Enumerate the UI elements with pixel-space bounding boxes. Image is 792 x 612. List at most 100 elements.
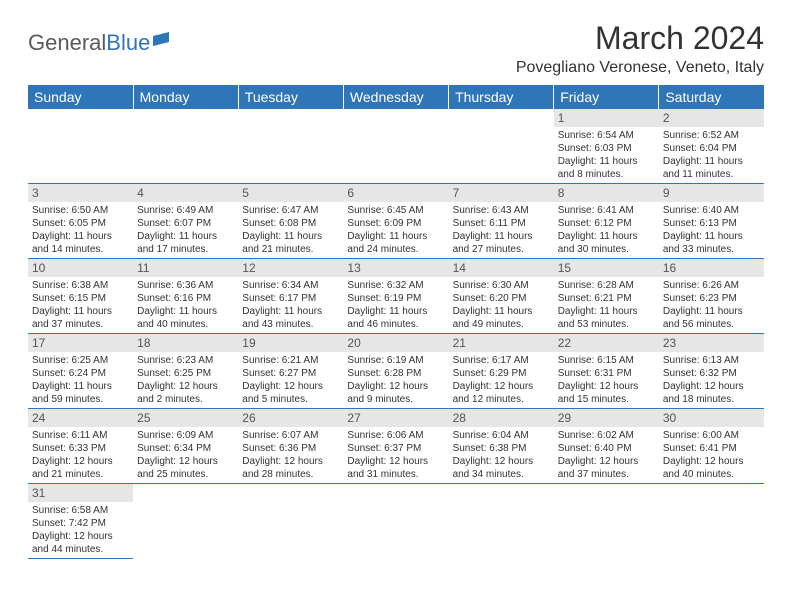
calendar-cell: 1Sunrise: 6:54 AMSunset: 6:03 PMDaylight… <box>554 109 659 184</box>
calendar-week-row: 17Sunrise: 6:25 AMSunset: 6:24 PMDayligh… <box>28 334 764 409</box>
weekday-header: Saturday <box>659 85 764 109</box>
day-content: Sunrise: 6:11 AMSunset: 6:33 PMDaylight:… <box>28 427 133 483</box>
day-content: Sunrise: 6:13 AMSunset: 6:32 PMDaylight:… <box>659 352 764 408</box>
day-number: 26 <box>238 409 343 427</box>
day-content: Sunrise: 6:19 AMSunset: 6:28 PMDaylight:… <box>343 352 448 408</box>
calendar-body: 1Sunrise: 6:54 AMSunset: 6:03 PMDaylight… <box>28 109 764 559</box>
calendar-cell: 29Sunrise: 6:02 AMSunset: 6:40 PMDayligh… <box>554 409 659 484</box>
calendar-cell: 21Sunrise: 6:17 AMSunset: 6:29 PMDayligh… <box>449 334 554 409</box>
day-content: Sunrise: 6:41 AMSunset: 6:12 PMDaylight:… <box>554 202 659 258</box>
calendar-cell: 12Sunrise: 6:34 AMSunset: 6:17 PMDayligh… <box>238 259 343 334</box>
day-content: Sunrise: 6:23 AMSunset: 6:25 PMDaylight:… <box>133 352 238 408</box>
calendar-cell: 25Sunrise: 6:09 AMSunset: 6:34 PMDayligh… <box>133 409 238 484</box>
calendar-cell: 13Sunrise: 6:32 AMSunset: 6:19 PMDayligh… <box>343 259 448 334</box>
header: GeneralBlue March 2024 Povegliano Verone… <box>28 20 764 77</box>
logo-text-blue: Blue <box>106 30 150 56</box>
day-content: Sunrise: 6:34 AMSunset: 6:17 PMDaylight:… <box>238 277 343 333</box>
day-content: Sunrise: 6:28 AMSunset: 6:21 PMDaylight:… <box>554 277 659 333</box>
day-number: 30 <box>659 409 764 427</box>
day-content: Sunrise: 6:49 AMSunset: 6:07 PMDaylight:… <box>133 202 238 258</box>
day-content: Sunrise: 6:36 AMSunset: 6:16 PMDaylight:… <box>133 277 238 333</box>
day-number: 17 <box>28 334 133 352</box>
day-number: 31 <box>28 484 133 502</box>
day-number: 10 <box>28 259 133 277</box>
calendar-week-row: 10Sunrise: 6:38 AMSunset: 6:15 PMDayligh… <box>28 259 764 334</box>
day-number: 5 <box>238 184 343 202</box>
calendar-cell: 16Sunrise: 6:26 AMSunset: 6:23 PMDayligh… <box>659 259 764 334</box>
day-content: Sunrise: 6:26 AMSunset: 6:23 PMDaylight:… <box>659 277 764 333</box>
calendar-cell <box>554 484 659 559</box>
logo-text-general: General <box>28 30 106 56</box>
calendar-cell: 27Sunrise: 6:06 AMSunset: 6:37 PMDayligh… <box>343 409 448 484</box>
calendar-cell <box>133 484 238 559</box>
day-content: Sunrise: 6:09 AMSunset: 6:34 PMDaylight:… <box>133 427 238 483</box>
calendar-cell: 3Sunrise: 6:50 AMSunset: 6:05 PMDaylight… <box>28 184 133 259</box>
day-content: Sunrise: 6:40 AMSunset: 6:13 PMDaylight:… <box>659 202 764 258</box>
calendar-cell: 30Sunrise: 6:00 AMSunset: 6:41 PMDayligh… <box>659 409 764 484</box>
calendar-cell <box>133 109 238 184</box>
day-content: Sunrise: 6:00 AMSunset: 6:41 PMDaylight:… <box>659 427 764 483</box>
day-number: 6 <box>343 184 448 202</box>
day-content: Sunrise: 6:30 AMSunset: 6:20 PMDaylight:… <box>449 277 554 333</box>
calendar-cell: 15Sunrise: 6:28 AMSunset: 6:21 PMDayligh… <box>554 259 659 334</box>
logo: GeneralBlue <box>28 20 179 56</box>
calendar-table: SundayMondayTuesdayWednesdayThursdayFrid… <box>28 85 764 559</box>
calendar-cell: 14Sunrise: 6:30 AMSunset: 6:20 PMDayligh… <box>449 259 554 334</box>
calendar-cell <box>343 109 448 184</box>
location: Povegliano Veronese, Veneto, Italy <box>516 59 764 77</box>
calendar-cell: 28Sunrise: 6:04 AMSunset: 6:38 PMDayligh… <box>449 409 554 484</box>
day-content: Sunrise: 6:52 AMSunset: 6:04 PMDaylight:… <box>659 127 764 183</box>
day-content: Sunrise: 6:47 AMSunset: 6:08 PMDaylight:… <box>238 202 343 258</box>
calendar-cell: 9Sunrise: 6:40 AMSunset: 6:13 PMDaylight… <box>659 184 764 259</box>
calendar-cell: 5Sunrise: 6:47 AMSunset: 6:08 PMDaylight… <box>238 184 343 259</box>
day-content: Sunrise: 6:50 AMSunset: 6:05 PMDaylight:… <box>28 202 133 258</box>
day-number: 20 <box>343 334 448 352</box>
calendar-cell: 6Sunrise: 6:45 AMSunset: 6:09 PMDaylight… <box>343 184 448 259</box>
weekday-header: Monday <box>133 85 238 109</box>
day-number: 28 <box>449 409 554 427</box>
day-content: Sunrise: 6:02 AMSunset: 6:40 PMDaylight:… <box>554 427 659 483</box>
day-content: Sunrise: 6:25 AMSunset: 6:24 PMDaylight:… <box>28 352 133 408</box>
calendar-cell <box>238 484 343 559</box>
calendar-header-row: SundayMondayTuesdayWednesdayThursdayFrid… <box>28 85 764 109</box>
day-number: 29 <box>554 409 659 427</box>
calendar-week-row: 31Sunrise: 6:58 AMSunset: 7:42 PMDayligh… <box>28 484 764 559</box>
day-content: Sunrise: 6:32 AMSunset: 6:19 PMDaylight:… <box>343 277 448 333</box>
calendar-cell: 24Sunrise: 6:11 AMSunset: 6:33 PMDayligh… <box>28 409 133 484</box>
day-number: 12 <box>238 259 343 277</box>
calendar-cell: 8Sunrise: 6:41 AMSunset: 6:12 PMDaylight… <box>554 184 659 259</box>
day-number: 3 <box>28 184 133 202</box>
calendar-cell: 31Sunrise: 6:58 AMSunset: 7:42 PMDayligh… <box>28 484 133 559</box>
calendar-cell: 7Sunrise: 6:43 AMSunset: 6:11 PMDaylight… <box>449 184 554 259</box>
calendar-cell: 4Sunrise: 6:49 AMSunset: 6:07 PMDaylight… <box>133 184 238 259</box>
day-number: 7 <box>449 184 554 202</box>
day-number: 18 <box>133 334 238 352</box>
day-number: 15 <box>554 259 659 277</box>
weekday-header: Sunday <box>28 85 133 109</box>
day-number: 22 <box>554 334 659 352</box>
calendar-week-row: 1Sunrise: 6:54 AMSunset: 6:03 PMDaylight… <box>28 109 764 184</box>
day-number: 2 <box>659 109 764 127</box>
day-content: Sunrise: 6:04 AMSunset: 6:38 PMDaylight:… <box>449 427 554 483</box>
day-number: 8 <box>554 184 659 202</box>
day-number: 23 <box>659 334 764 352</box>
weekday-header: Friday <box>554 85 659 109</box>
day-content: Sunrise: 6:43 AMSunset: 6:11 PMDaylight:… <box>449 202 554 258</box>
calendar-cell: 2Sunrise: 6:52 AMSunset: 6:04 PMDaylight… <box>659 109 764 184</box>
day-content: Sunrise: 6:06 AMSunset: 6:37 PMDaylight:… <box>343 427 448 483</box>
calendar-cell <box>238 109 343 184</box>
day-number: 13 <box>343 259 448 277</box>
month-title: March 2024 <box>516 20 764 57</box>
calendar-cell: 26Sunrise: 6:07 AMSunset: 6:36 PMDayligh… <box>238 409 343 484</box>
calendar-cell <box>28 109 133 184</box>
weekday-header: Thursday <box>449 85 554 109</box>
calendar-cell <box>659 484 764 559</box>
day-content: Sunrise: 6:45 AMSunset: 6:09 PMDaylight:… <box>343 202 448 258</box>
calendar-cell: 19Sunrise: 6:21 AMSunset: 6:27 PMDayligh… <box>238 334 343 409</box>
day-content: Sunrise: 6:38 AMSunset: 6:15 PMDaylight:… <box>28 277 133 333</box>
title-block: March 2024 Povegliano Veronese, Veneto, … <box>516 20 764 77</box>
calendar-cell: 17Sunrise: 6:25 AMSunset: 6:24 PMDayligh… <box>28 334 133 409</box>
calendar-cell: 20Sunrise: 6:19 AMSunset: 6:28 PMDayligh… <box>343 334 448 409</box>
day-number: 16 <box>659 259 764 277</box>
day-number: 21 <box>449 334 554 352</box>
